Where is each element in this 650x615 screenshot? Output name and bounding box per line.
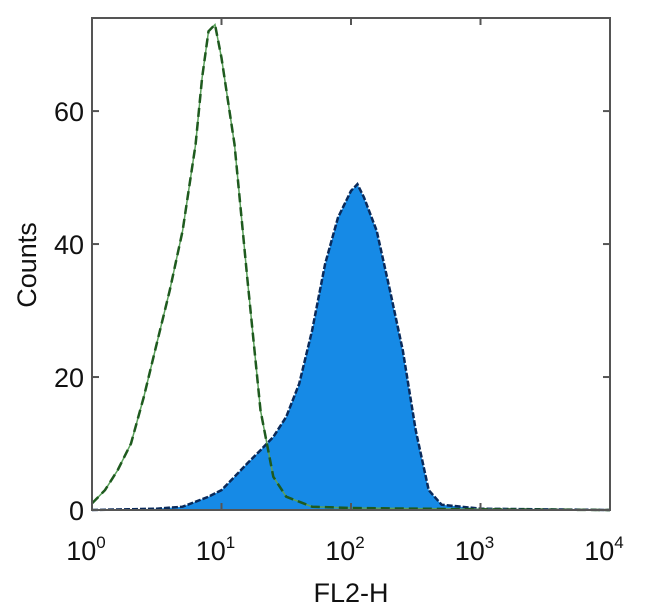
y-tick-label: 40 — [54, 230, 84, 260]
y-tick-label: 0 — [69, 496, 84, 526]
x-tick-label: 102 — [325, 533, 365, 566]
x-tick-label: 104 — [584, 533, 624, 566]
y-tick-label: 60 — [54, 97, 84, 127]
stained-histogram-fill — [92, 184, 610, 510]
x-tick-label: 103 — [455, 533, 495, 566]
control-histogram-dashes — [91, 22, 611, 512]
plot-marks — [91, 22, 611, 512]
x-axis-label: FL2-H — [313, 578, 388, 608]
x-tick-label: 100 — [66, 533, 106, 566]
x-tick-label: 101 — [196, 533, 236, 566]
y-axis-label: Counts — [12, 222, 42, 308]
y-tick-label: 20 — [54, 363, 84, 393]
axis-ticks: 100 101 102 103 104 0 20 40 60 — [54, 18, 624, 566]
stained-histogram-outline — [91, 182, 611, 512]
